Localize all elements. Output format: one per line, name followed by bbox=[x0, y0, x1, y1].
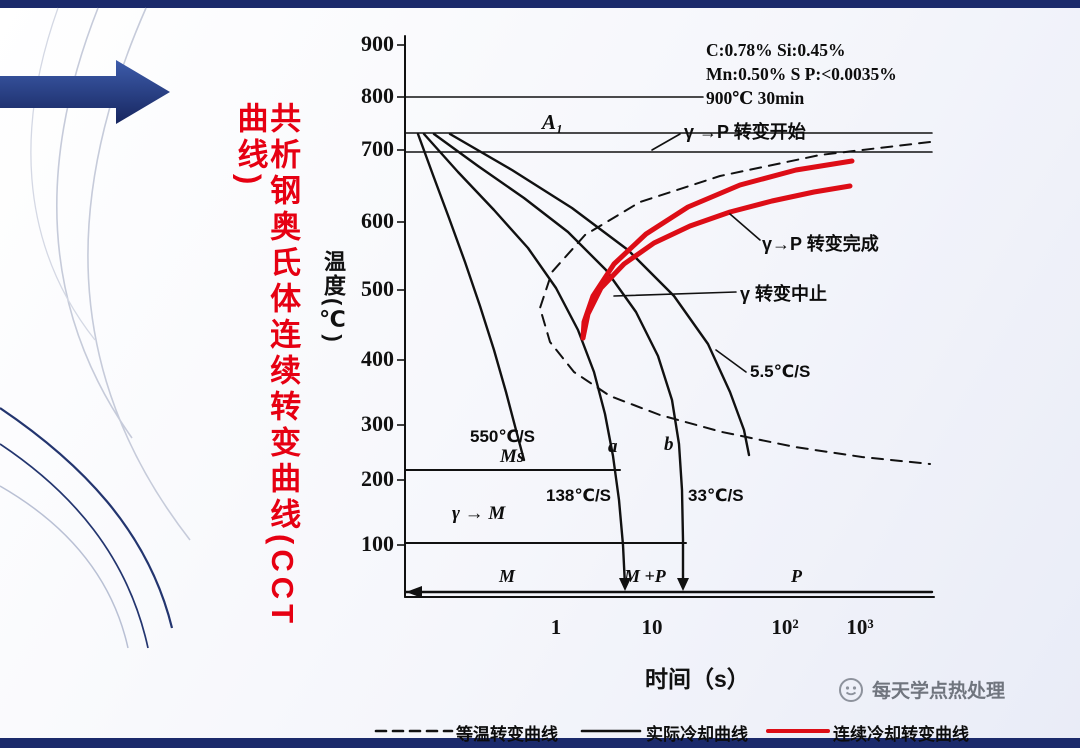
leader-cease bbox=[613, 291, 737, 297]
transformation-cease-label: γ 转变中止 bbox=[740, 284, 828, 304]
austenitizing-condition: 900℃ 30min bbox=[706, 88, 805, 108]
cooling-b-33 bbox=[432, 132, 685, 588]
leader-start bbox=[651, 133, 681, 151]
watermark: 每天学点热处理 bbox=[838, 676, 1005, 703]
legend-isothermal-label: 等温转变曲线 bbox=[456, 725, 558, 744]
rate-5-5-label: 5.5℃/S bbox=[750, 362, 811, 381]
transformation-finish-label: γ→P 转变完成 bbox=[762, 234, 879, 254]
rate-550-label: 550℃/S bbox=[470, 427, 536, 446]
cooling-a-138 bbox=[422, 132, 627, 588]
swoosh-line-navy bbox=[0, 407, 174, 629]
arrow-b-head bbox=[677, 578, 689, 591]
watermark-logo-icon bbox=[839, 677, 863, 702]
region-p-label: P bbox=[791, 566, 802, 586]
bottom-border-bar bbox=[0, 738, 1080, 748]
rate-33-label: 33℃/S bbox=[688, 486, 744, 505]
transformation-start-label: γ →P 转变开始 bbox=[684, 122, 806, 142]
arrow-a-head bbox=[619, 578, 631, 591]
leader-finish bbox=[729, 213, 761, 241]
swoosh-line-navy bbox=[0, 443, 149, 649]
cooling-5-5 bbox=[448, 132, 751, 457]
swoosh-line bbox=[0, 485, 129, 649]
composition-line2: Mn:0.50% S P:<0.0035% bbox=[706, 64, 897, 84]
cooling-550 bbox=[416, 132, 526, 462]
curve-b-label: b bbox=[664, 434, 674, 455]
cct-finish-red bbox=[580, 183, 853, 341]
composition-line1: C:0.78% Si:0.45% bbox=[706, 40, 846, 60]
leader-5-5 bbox=[715, 349, 747, 373]
top-border-bar bbox=[0, 0, 1080, 8]
y-axis-title: 温度(℃) bbox=[321, 250, 346, 344]
ms-line-label: Ms bbox=[500, 446, 525, 467]
legend-cct-label: 连续冷却转变曲线 bbox=[833, 725, 969, 744]
slide-title-vertical: 共析钢奥氏体连续转变曲线(CCT 曲线) bbox=[232, 102, 301, 629]
watermark-text: 每天学点热处理 bbox=[872, 681, 1006, 702]
x-axis-title: 时间（s） bbox=[645, 666, 750, 692]
gamma-to-martensite-label: γ → M bbox=[452, 503, 506, 524]
region-m-label: M bbox=[499, 566, 516, 586]
a1-line-label: A₁ bbox=[542, 110, 564, 134]
region-mp-label: M +P bbox=[624, 566, 666, 586]
curve-a-label: a bbox=[608, 436, 618, 457]
swoosh-line bbox=[56, 7, 133, 439]
legend-actual-cooling-label: 实际冷却曲线 bbox=[646, 725, 748, 744]
arrow-left-head bbox=[406, 586, 422, 598]
ttt-dashed bbox=[539, 141, 931, 465]
rate-138-label: 138℃/S bbox=[546, 486, 612, 505]
blue-arrow-shape bbox=[0, 60, 170, 124]
swoosh-line bbox=[30, 7, 96, 341]
